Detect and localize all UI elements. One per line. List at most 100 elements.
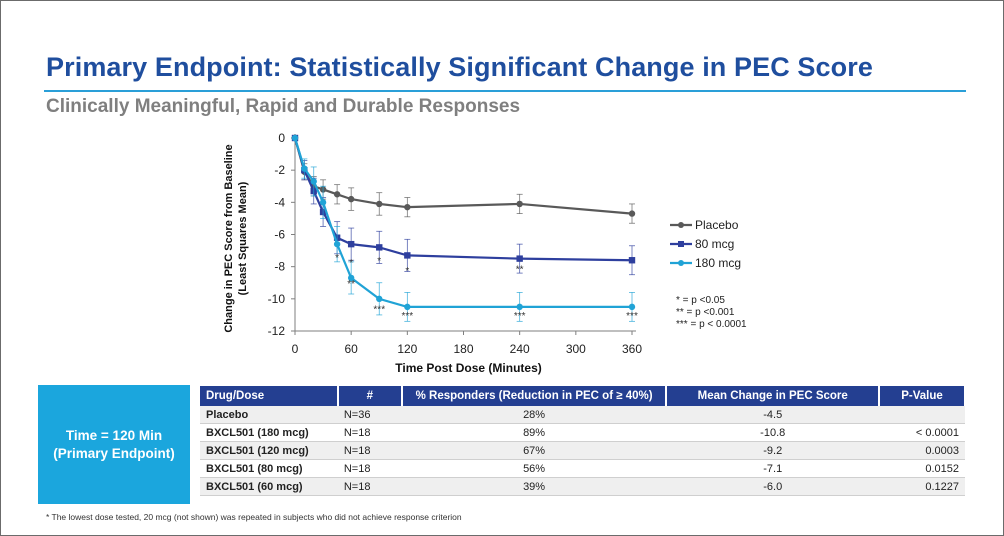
significance-mark: ***	[401, 311, 413, 322]
primary-endpoint-box: Time = 120 Min (Primary Endpoint)	[38, 385, 190, 504]
data-point-placebo	[347, 195, 355, 203]
data-point-80-mcg	[376, 244, 383, 251]
y-tick-label: -6	[274, 228, 285, 242]
series-line-80-mcg	[293, 137, 633, 262]
x-tick-label: 180	[453, 342, 473, 356]
cell-p-value: < 0.0001	[879, 423, 965, 442]
cell-responders: 28%	[401, 406, 667, 424]
data-point-180-mcg	[319, 199, 327, 206]
legend-marker-80-mcg	[678, 241, 684, 247]
data-point-placebo	[628, 210, 636, 217]
legend-marker-placebo	[678, 222, 684, 228]
header-n: #	[337, 386, 403, 406]
x-axis-label: Time Post Dose (Minutes)	[395, 361, 541, 375]
data-point-180-mcg	[404, 303, 411, 311]
data-point-180-mcg	[376, 295, 383, 303]
data-point-placebo	[404, 203, 411, 211]
slide-subtitle: Clinically Meaningful, Rapid and Durable…	[46, 96, 521, 117]
cell-drug: BXCL501 (180 mcg)	[200, 423, 338, 442]
cell-drug: BXCL501 (60 mcg)	[200, 477, 338, 496]
cell-p-value: 0.1227	[879, 477, 965, 496]
significance-mark: **	[347, 279, 355, 290]
x-tick-label: 360	[622, 342, 642, 356]
x-tick-label: 120	[397, 342, 417, 356]
significance-mark: *	[377, 256, 381, 267]
data-point-80-mcg	[516, 255, 523, 262]
cell-p-value	[879, 406, 965, 424]
significance-mark: **	[516, 264, 524, 275]
significance-legend-item: * = p <0.05	[676, 295, 725, 306]
data-point-180-mcg	[628, 303, 636, 311]
data-point-placebo	[376, 200, 383, 208]
cell-responders: 89%	[401, 423, 667, 442]
cell-mean-change: -10.8	[666, 423, 880, 442]
data-point-180-mcg	[291, 134, 299, 142]
results-table: Drug/Dose # % Responders (Reduction in P…	[200, 386, 966, 496]
data-point-180-mcg	[333, 240, 341, 248]
title-divider	[44, 90, 966, 92]
x-tick-label: 300	[566, 342, 586, 356]
data-point-180-mcg	[301, 165, 308, 172]
cell-responders: 56%	[401, 459, 667, 478]
cell-p-value: 0.0152	[879, 459, 965, 478]
header-responders: % Responders (Reduction in PEC of ≥ 40%)	[401, 386, 668, 406]
data-point-placebo	[516, 200, 523, 208]
series-line-180-mcg	[293, 137, 632, 308]
significance-mark: *	[335, 253, 339, 264]
y-tick-label: -8	[274, 260, 285, 274]
footnote: * The lowest dose tested, 20 mcg (not sh…	[46, 512, 462, 522]
y-tick-label: -12	[268, 324, 286, 338]
cell-responders: 67%	[401, 441, 667, 460]
legend-label-80-mcg: 80 mcg	[695, 237, 734, 251]
cell-mean-change: -7.1	[666, 459, 880, 478]
cell-mean-change: -4.5	[666, 406, 880, 424]
header-mean-change: Mean Change in PEC Score	[666, 386, 881, 406]
primary-endpoint-time: Time = 120 Min	[65, 427, 163, 443]
cell-n: N=18	[337, 459, 402, 478]
data-point-80-mcg	[628, 257, 636, 264]
significance-mark: *	[405, 266, 409, 277]
cell-drug: BXCL501 (120 mcg)	[200, 441, 338, 460]
cell-drug: Placebo	[200, 406, 338, 424]
table-row: BXCL501 (120 mcg) N=18 67% -9.2 0.0003	[200, 441, 965, 460]
significance-mark: ***	[373, 304, 385, 315]
slide-title: Primary Endpoint: Statistically Signific…	[46, 52, 873, 82]
y-tick-label: -10	[268, 292, 286, 306]
data-point-80-mcg	[347, 240, 355, 248]
pec-score-line-chart: 0 -2 -4 -6 -8 -10 -12 0 60 120 180 240 300 360 Time Po…	[223, 131, 747, 375]
cell-mean-change: -9.2	[666, 441, 880, 460]
significance-mark: ***	[514, 311, 526, 322]
cell-mean-change: -6.0	[666, 477, 880, 496]
table-row: BXCL501 (80 mcg) N=18 56% -7.1 0.0152	[200, 459, 965, 478]
table-header-row: Drug/Dose # % Responders (Reduction in P…	[200, 386, 966, 406]
cell-n: N=18	[337, 423, 402, 442]
y-tick-label: -2	[274, 163, 285, 177]
legend-marker-180-mcg	[678, 260, 684, 266]
significance-legend-item: ** = p <0.001	[676, 307, 735, 318]
cell-n: N=18	[337, 441, 402, 460]
cell-n: N=36	[337, 406, 402, 424]
x-tick-label: 60	[344, 342, 358, 356]
y-axis-label-sub: (Least Squares Mean)	[237, 181, 249, 295]
header-drug-dose: Drug/Dose	[200, 386, 339, 406]
y-tick-label: 0	[278, 131, 285, 145]
significance-mark: ***	[626, 311, 638, 322]
series-line-placebo	[293, 137, 633, 215]
cell-p-value: 0.0003	[879, 441, 965, 460]
data-point-80-mcg	[404, 252, 411, 259]
table-row: BXCL501 (180 mcg) N=18 89% -10.8 < 0.000…	[200, 423, 965, 442]
data-point-placebo	[333, 191, 341, 198]
significance-mark: *	[349, 258, 353, 269]
cell-drug: BXCL501 (80 mcg)	[200, 459, 338, 478]
x-tick-label: 240	[510, 342, 530, 356]
y-axis-label: Change in PEC Score from Baseline	[223, 144, 235, 332]
table-row: Placebo N=36 28% -4.5	[200, 406, 965, 424]
y-tick-label: -4	[274, 195, 285, 209]
table-row: BXCL501 (60 mcg) N=18 39% -6.0 0.1227	[200, 477, 965, 496]
cell-responders: 39%	[401, 477, 667, 496]
x-tick-label: 0	[292, 342, 299, 356]
legend-label-180-mcg: 180 mcg	[695, 256, 741, 270]
legend-label-placebo: Placebo	[695, 218, 739, 232]
data-point-180-mcg	[310, 178, 317, 185]
primary-endpoint-label: (Primary Endpoint)	[53, 445, 175, 461]
